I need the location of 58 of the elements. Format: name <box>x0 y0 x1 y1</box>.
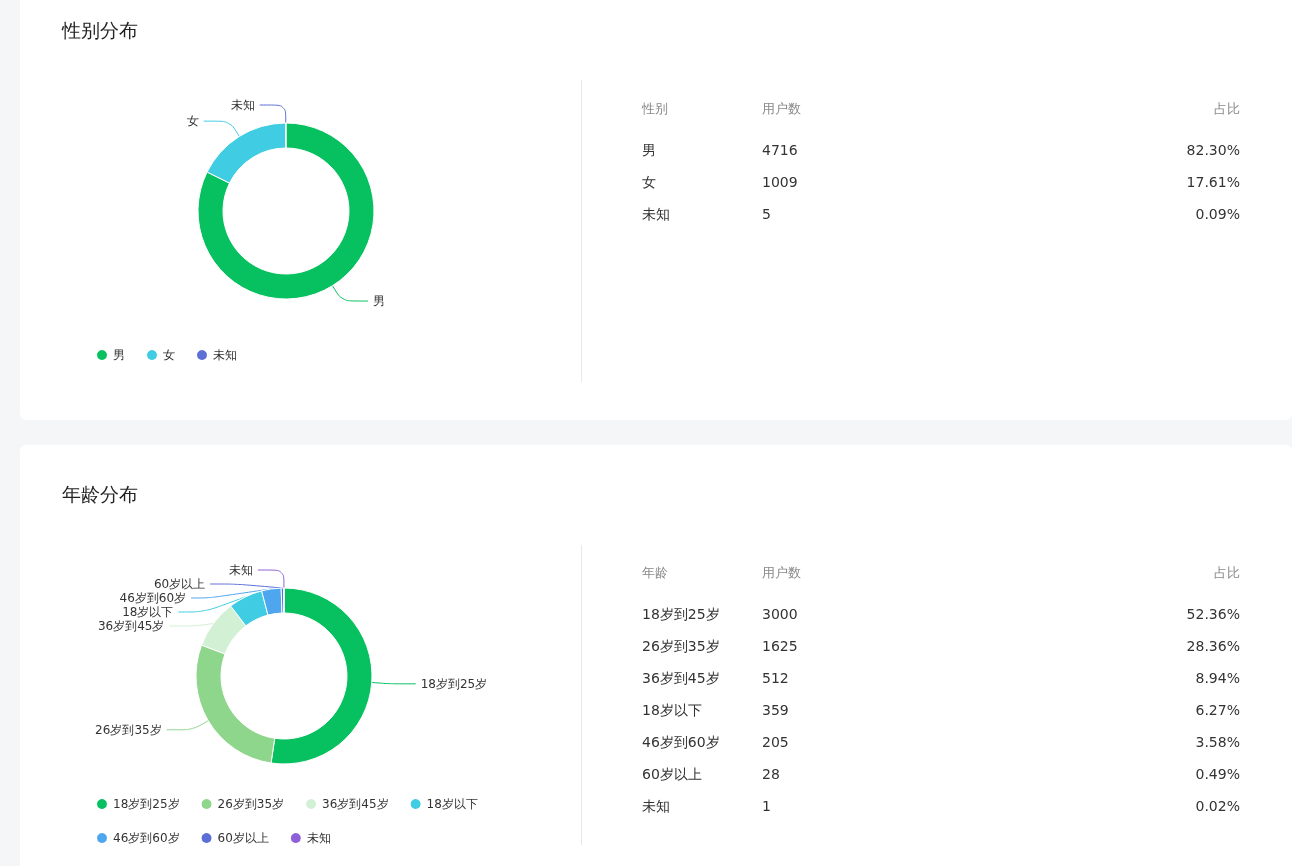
data-label: 6.27% <box>1195 702 1240 718</box>
slice-label: 46岁到60岁 <box>119 591 187 605</box>
text: 用户数 <box>762 100 801 118</box>
data-label: 3.58% <box>1195 734 1240 750</box>
data-label: 359 <box>762 702 789 718</box>
slice-label: 未知 <box>230 98 255 112</box>
chart-title: 年龄分布 <box>62 482 138 507</box>
category-label: 26岁到35岁 <box>642 638 720 656</box>
text: 性别 <box>642 100 668 118</box>
data-label: 8.94% <box>1195 670 1240 686</box>
category-label: 18岁以下 <box>642 702 702 720</box>
data-label: 28 <box>762 766 780 782</box>
category-label: 男 <box>642 142 656 160</box>
data-label: 5 <box>762 206 771 222</box>
data-label: 4716 <box>762 142 798 158</box>
chart-title: 性别分布 <box>62 18 138 43</box>
legend-label: 未知 <box>213 348 237 362</box>
slice-label: 36岁到45岁 <box>97 619 165 633</box>
legend-label: 60岁以上 <box>217 831 269 845</box>
data-label: 52.36% <box>1186 606 1240 622</box>
slice-label: 18岁到25岁 <box>420 676 488 691</box>
data-label: 3000 <box>762 606 798 622</box>
data-label: 82.30% <box>1186 142 1240 158</box>
data-label: 17.61% <box>1186 174 1240 190</box>
category-label: 女 <box>642 174 656 192</box>
legend-label: 男 <box>113 348 125 362</box>
legend-label: 18岁到25岁 <box>113 797 180 811</box>
slice-label: 女 <box>186 114 199 129</box>
data-label: 28.36% <box>1186 638 1240 654</box>
data-label: 1 <box>762 798 771 814</box>
text: 占比 <box>1214 564 1240 582</box>
text: 用户数 <box>762 564 801 582</box>
data-label: 0.09% <box>1195 206 1240 222</box>
data-label: 1009 <box>762 174 798 190</box>
legend-label: 女 <box>163 348 175 362</box>
legend-label: 36岁到45岁 <box>322 797 389 811</box>
legend-label: 18岁以下 <box>426 797 478 811</box>
slice-label: 26岁到35岁 <box>95 722 162 737</box>
category-label: 36岁到45岁 <box>642 670 720 688</box>
data-label: 0.49% <box>1195 766 1240 782</box>
category-label: 60岁以上 <box>642 766 702 784</box>
slice-label: 60岁以上 <box>153 577 206 591</box>
legend-label: 46岁到60岁 <box>113 831 180 845</box>
category-label: 18岁到25岁 <box>642 606 720 624</box>
slice-label: 男 <box>372 294 385 309</box>
slice-label: 18岁以下 <box>122 605 174 619</box>
data-label: 205 <box>762 734 789 750</box>
category-label: 未知 <box>642 206 670 224</box>
text: 占比 <box>1214 100 1240 118</box>
data-label: 512 <box>762 670 789 686</box>
legend-label: 26岁到35岁 <box>217 797 285 811</box>
slice-label: 未知 <box>228 563 253 577</box>
category-label: 未知 <box>642 798 670 816</box>
category-label: 46岁到60岁 <box>642 734 720 752</box>
text: 年龄 <box>642 564 668 582</box>
data-label: 1625 <box>762 638 798 654</box>
data-label: 0.02% <box>1195 798 1240 814</box>
legend-label: 未知 <box>306 831 331 845</box>
